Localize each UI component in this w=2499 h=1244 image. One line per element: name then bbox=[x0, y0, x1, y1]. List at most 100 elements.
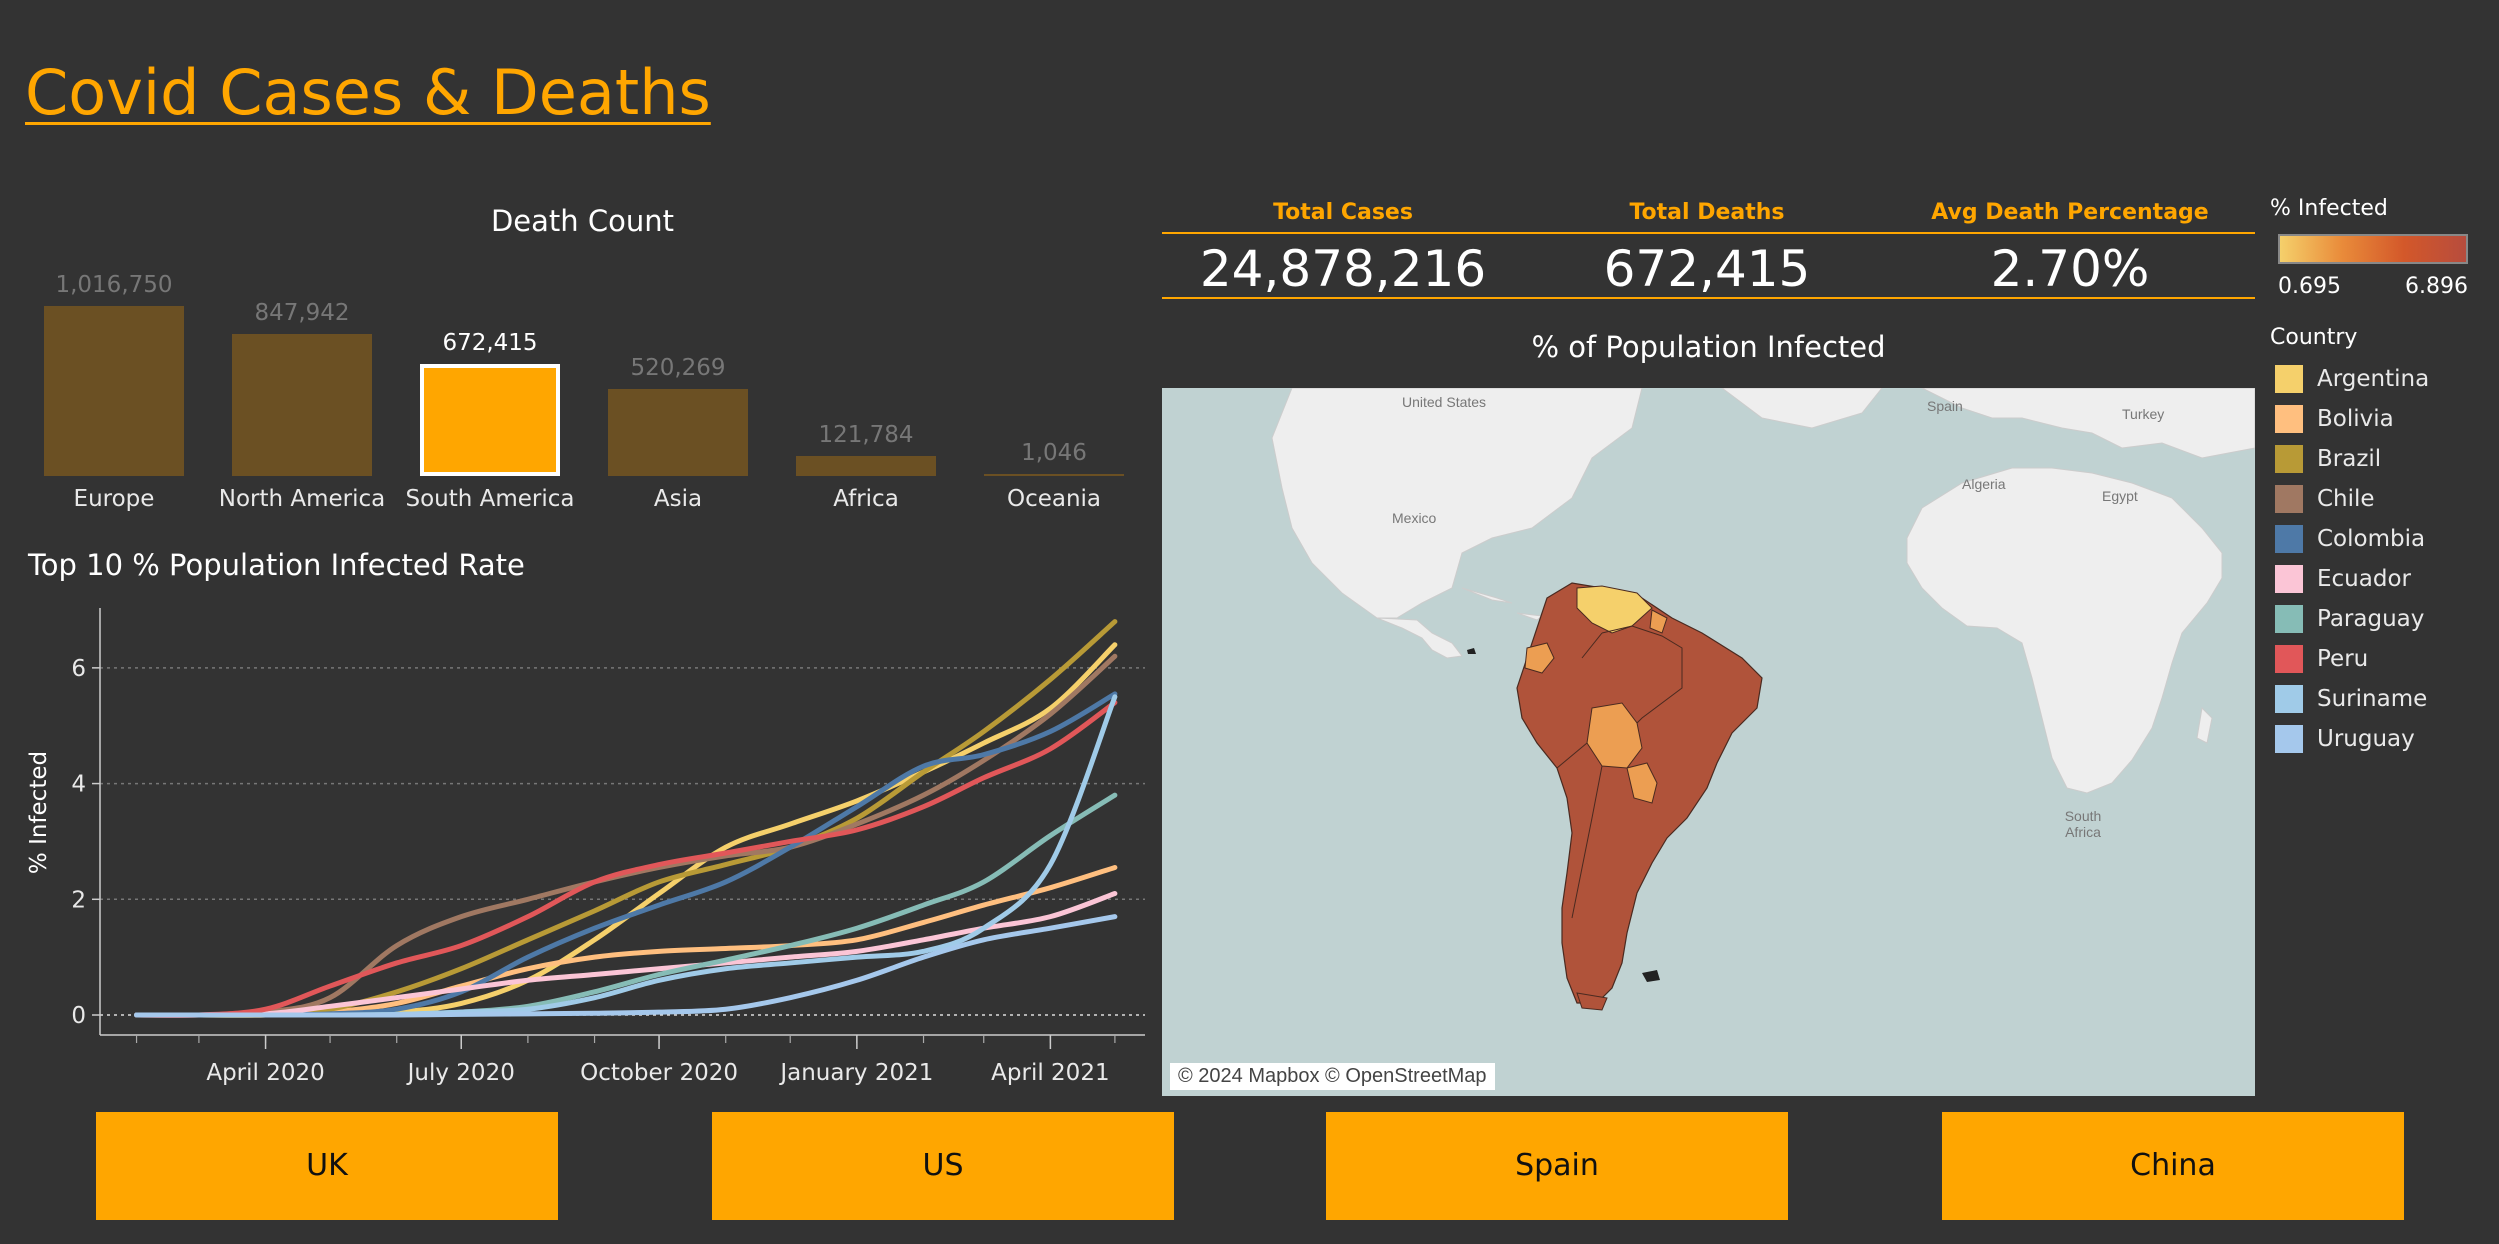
bolivia-region bbox=[1586, 702, 1643, 769]
x-tick-label: April 2020 bbox=[206, 1060, 324, 1086]
country-legend-item[interactable]: Paraguay bbox=[2275, 604, 2424, 634]
country-label: Argentina bbox=[2317, 366, 2430, 392]
infection-map[interactable]: United States Mexico Spain Turkey Algeri… bbox=[1162, 388, 2255, 1096]
kpi-total-cases-label: Total Cases bbox=[1273, 200, 1413, 225]
country-legend-item[interactable]: Uruguay bbox=[2275, 724, 2415, 754]
country-swatch bbox=[2275, 365, 2303, 393]
series-line-uruguay[interactable] bbox=[134, 914, 1118, 1018]
series-line-ecuador[interactable] bbox=[134, 891, 1118, 1018]
kpi-total-cases-value: 24,878,216 bbox=[1199, 240, 1487, 298]
country-swatch bbox=[2275, 605, 2303, 633]
death-bar-category: South America bbox=[405, 486, 575, 512]
country-legend-item[interactable]: Colombia bbox=[2275, 524, 2425, 554]
map-label-mexico: Mexico bbox=[1392, 510, 1437, 526]
death-bar-value: 847,942 bbox=[254, 300, 350, 327]
death-count-title: Death Count bbox=[490, 204, 675, 238]
infected-gradient-scale bbox=[2278, 234, 2468, 264]
map-title: % of Population Infected bbox=[1531, 330, 1886, 364]
brazil-border bbox=[1556, 625, 1683, 919]
kpi-total-deaths-value: 672,415 bbox=[1603, 240, 1811, 298]
infection-rate-line-chart: 0 2 4 6 April 2020 July 2020 October 2020 Janua… bbox=[26, 608, 1145, 1086]
tierra-del-fuego bbox=[1576, 992, 1608, 1011]
death-bar-asia[interactable] bbox=[608, 389, 748, 476]
country-swatch bbox=[2275, 525, 2303, 553]
series-line-peru[interactable] bbox=[134, 700, 1118, 1018]
kpi-avg-death-value: 2.70% bbox=[1990, 240, 2150, 298]
map-label-spain: Spain bbox=[1927, 398, 1963, 414]
greenland-land bbox=[1721, 388, 1883, 429]
country-legend-item[interactable]: Chile bbox=[2275, 484, 2375, 514]
series-line-paraguay[interactable] bbox=[134, 792, 1118, 1018]
kpi-avg-death-label: Avg Death Percentage bbox=[1931, 200, 2209, 225]
country-legend-item[interactable]: Brazil bbox=[2275, 444, 2381, 474]
country-swatch bbox=[2275, 485, 2303, 513]
map-attribution[interactable]: © 2024 Mapbox © OpenStreetMap bbox=[1170, 1063, 1495, 1090]
death-bar-value: 121,784 bbox=[818, 421, 914, 448]
us-button[interactable]: US bbox=[712, 1112, 1174, 1220]
country-legend-item[interactable]: Argentina bbox=[2275, 364, 2429, 394]
y-axis-label: % Infected bbox=[26, 751, 52, 874]
paraguay-region bbox=[1626, 762, 1658, 804]
series-line-argentina[interactable] bbox=[134, 642, 1118, 1018]
death-bar-value: 1,046 bbox=[1021, 440, 1087, 466]
death-bar-oceania[interactable] bbox=[984, 474, 1124, 476]
caribbean-islands bbox=[1461, 587, 1544, 621]
death-bar-south-america[interactable] bbox=[420, 363, 560, 476]
map-canvas bbox=[1271, 388, 2255, 1011]
x-tick-label: October 2020 bbox=[580, 1060, 738, 1086]
y-tick-label: 4 bbox=[71, 772, 86, 798]
kpi-total-deaths-label: Total Deaths bbox=[1629, 200, 1785, 225]
death-bar-category: Africa bbox=[833, 486, 899, 512]
spain-button[interactable]: Spain bbox=[1326, 1112, 1788, 1220]
gradient-max-label: 6.896 bbox=[2405, 274, 2468, 299]
europe-land bbox=[1921, 388, 2255, 459]
y-tick-label: 6 bbox=[71, 656, 86, 682]
map-label-turkey: Turkey bbox=[2122, 406, 2165, 422]
madagascar-land bbox=[2196, 706, 2213, 744]
death-bar-africa[interactable] bbox=[796, 455, 936, 476]
map-label-algeria: Algeria bbox=[1962, 476, 2006, 492]
country-label: Colombia bbox=[2317, 526, 2426, 552]
death-bar-europe[interactable] bbox=[44, 306, 184, 476]
falkland-islands bbox=[1642, 970, 1660, 982]
gradient-min-label: 0.695 bbox=[2278, 274, 2341, 299]
kpi-divider-top bbox=[1162, 232, 2255, 234]
series-line-chile[interactable] bbox=[134, 653, 1118, 1018]
death-bar-north-america[interactable] bbox=[232, 334, 372, 476]
death-bar-value: 520,269 bbox=[630, 355, 726, 381]
central-america-land bbox=[1376, 617, 1463, 659]
country-label: Suriname bbox=[2317, 686, 2428, 712]
country-legend-item[interactable]: Ecuador bbox=[2275, 564, 2411, 594]
line-chart-title: Top 10 % Population Infected Rate bbox=[28, 548, 525, 582]
x-tick-label: April 2021 bbox=[991, 1060, 1109, 1086]
country-label: Bolivia bbox=[2317, 406, 2394, 432]
country-swatch bbox=[2275, 685, 2303, 713]
country-label: Chile bbox=[2317, 486, 2375, 512]
death-bar-value: 672,415 bbox=[442, 329, 538, 356]
country-swatch bbox=[2275, 645, 2303, 673]
y-tick-label: 2 bbox=[71, 887, 86, 913]
map-label-south-africa: South Africa bbox=[2064, 808, 2102, 840]
africa-land bbox=[1906, 467, 2223, 794]
guyana-region bbox=[1649, 609, 1668, 634]
country-legend-item[interactable]: Bolivia bbox=[2275, 404, 2394, 434]
country-swatch bbox=[2275, 565, 2303, 593]
uk-button[interactable]: UK bbox=[96, 1112, 558, 1220]
map-label-egypt: Egypt bbox=[2102, 488, 2138, 504]
country-legend-item[interactable]: Suriname bbox=[2275, 684, 2427, 714]
country-legend-title: Country bbox=[2270, 325, 2358, 350]
y-tick-label: 0 bbox=[71, 1003, 86, 1029]
death-bar-category: North America bbox=[218, 486, 386, 512]
country-label: Paraguay bbox=[2317, 606, 2425, 632]
galapagos-islands bbox=[1467, 648, 1476, 654]
country-swatch bbox=[2275, 725, 2303, 753]
country-legend-item[interactable]: Peru bbox=[2275, 644, 2368, 674]
country-label: Peru bbox=[2317, 646, 2369, 672]
death-bar-value: 1,016,750 bbox=[55, 272, 173, 298]
kpi-divider-bottom bbox=[1162, 297, 2255, 299]
country-label: Brazil bbox=[2317, 446, 2382, 472]
country-swatch bbox=[2275, 445, 2303, 473]
map-label-united-states: United States bbox=[1402, 394, 1487, 410]
x-tick-label: January 2021 bbox=[778, 1060, 933, 1086]
china-button[interactable]: China bbox=[1942, 1112, 2404, 1220]
